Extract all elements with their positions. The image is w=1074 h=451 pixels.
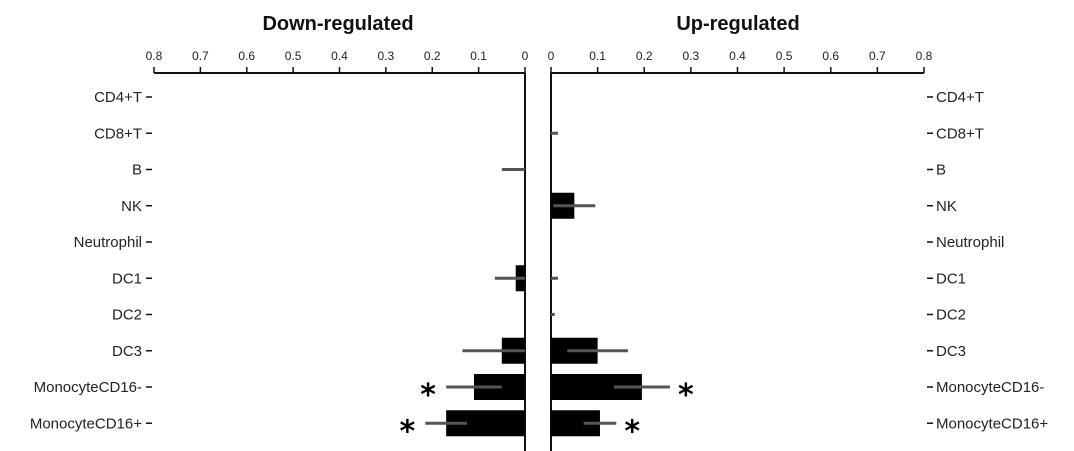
up-x-tick-label: 0.2 [636, 49, 653, 63]
up-category-label: CD8+T [936, 125, 984, 142]
down-significance-marker: * [399, 414, 415, 449]
down-category-label: MonocyteCD16+ [30, 415, 142, 432]
down-category-label: CD4+T [94, 89, 142, 106]
up-category-label: CD4+T [936, 89, 984, 106]
down-category-label: NK [121, 198, 142, 215]
up-significance-marker: * [624, 414, 640, 449]
up-category-label: DC1 [936, 270, 966, 287]
down-x-tick-label: 0.5 [285, 49, 302, 63]
up-title: Up-regulated [676, 13, 799, 35]
down-significance-marker: * [420, 378, 436, 413]
up-category-label: B [936, 162, 946, 179]
up-x-tick-label: 0 [548, 49, 555, 63]
up-x-tick-label: 0.7 [869, 49, 886, 63]
up-x-tick-label: 0.1 [589, 49, 606, 63]
up-x-tick-label: 0.3 [683, 49, 700, 63]
down-x-tick-label: 0.6 [238, 49, 255, 63]
up-category-label: Neutrophil [936, 234, 1004, 251]
down-title: Down-regulated [262, 13, 413, 35]
up-x-tick-label: 0.4 [729, 49, 746, 63]
up-x-tick-label: 0.8 [916, 49, 933, 63]
down-x-tick-label: 0.1 [470, 49, 487, 63]
down-x-tick-label: 0.4 [331, 49, 348, 63]
up-significance-marker: * [678, 378, 694, 413]
down-x-tick-label: 0.8 [146, 49, 163, 63]
up-category-label: DC3 [936, 343, 966, 360]
down-x-tick-label: 0.7 [192, 49, 209, 63]
down-category-label: DC3 [112, 343, 142, 360]
down-category-label: MonocyteCD16- [34, 379, 142, 396]
down-category-label: B [132, 162, 142, 179]
down-x-tick-label: 0.3 [378, 49, 395, 63]
up-regulated-panel: 0 0.1 0.2 0.3 0.4 0.5 0.6 0.7 0.8 CD4+T CD8+T B NK Ne… [548, 49, 1048, 451]
down-category-label: DC1 [112, 270, 142, 287]
up-category-label: NK [936, 198, 957, 215]
down-regulated-panel: 0.8 0.7 0.6 0.5 0.4 0.3 0.2 0.1 0 CD4+T CD8+T B NK Ne… [30, 49, 529, 451]
down-category-label: DC2 [112, 307, 142, 324]
up-category-label: MonocyteCD16- [936, 379, 1044, 396]
down-category-label: Neutrophil [74, 234, 142, 251]
up-category-label: DC2 [936, 307, 966, 324]
down-x-tick-label: 0.2 [424, 49, 441, 63]
up-x-tick-label: 0.5 [776, 49, 793, 63]
up-x-tick-label: 0.6 [822, 49, 839, 63]
up-category-label: MonocyteCD16+ [936, 415, 1048, 432]
down-x-tick-label: 0 [522, 49, 529, 63]
down-category-label: CD8+T [94, 125, 142, 142]
